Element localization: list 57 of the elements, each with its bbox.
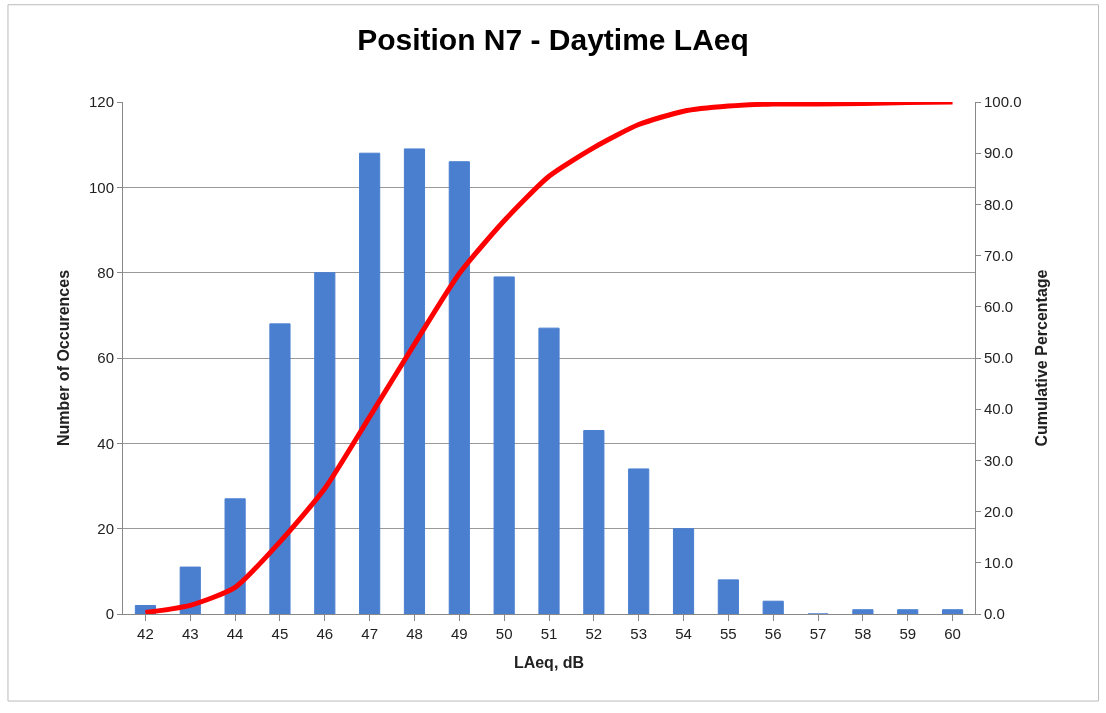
bar xyxy=(448,161,470,614)
bar xyxy=(897,609,919,614)
y-tick-label: 60 xyxy=(97,349,114,367)
y-axis-title: Number of Occurences xyxy=(54,269,72,447)
y2-tick-label: 50.0 xyxy=(984,349,1014,367)
x-tick-label: 54 xyxy=(675,625,692,642)
x-tick-label: 42 xyxy=(137,625,154,642)
x-tick-label: 52 xyxy=(585,625,603,642)
bar xyxy=(672,528,695,614)
x-tick-label: 58 xyxy=(854,625,872,642)
y2-tick-label: 90.0 xyxy=(984,144,1014,162)
y2-tick-label: 80.0 xyxy=(984,195,1014,213)
x-tick-label: 48 xyxy=(406,625,423,642)
bar xyxy=(852,609,874,614)
x-tick-label: 45 xyxy=(271,625,289,642)
bar xyxy=(314,272,336,614)
x-tick-label: 57 xyxy=(809,625,827,642)
y2-tick-label: 0.0 xyxy=(984,605,1005,623)
y2-tick-label: 30.0 xyxy=(984,451,1014,469)
y2-tick-label: 100.0 xyxy=(984,93,1022,111)
y2-tick-label: 40.0 xyxy=(984,400,1014,418)
x-tick-label: 53 xyxy=(630,625,648,642)
bar xyxy=(359,152,381,614)
bar xyxy=(628,468,650,614)
bar xyxy=(538,327,560,614)
y-tick-label: 0 xyxy=(105,605,114,623)
x-tick-label: 60 xyxy=(944,625,961,642)
y2-tick-label: 10.0 xyxy=(984,554,1014,572)
x-tick-label: 47 xyxy=(361,625,378,642)
x-tick-label: 44 xyxy=(226,625,244,642)
x-tick-label: 55 xyxy=(720,625,737,642)
y2-tick-label: 70.0 xyxy=(984,246,1014,264)
y-tick-label: 20 xyxy=(97,519,114,537)
x-tick-label: 56 xyxy=(764,625,782,642)
y-tick-label: 100 xyxy=(88,178,114,196)
bar xyxy=(941,609,964,614)
bar xyxy=(403,148,426,614)
y-tick-label: 40 xyxy=(97,434,114,452)
y2-tick-label: 20.0 xyxy=(984,502,1014,520)
y-tick-label: 80 xyxy=(97,263,114,281)
chart-title: Position N7 - Daytime LAeq xyxy=(357,22,749,56)
x-tick-label: 50 xyxy=(495,625,513,642)
bar xyxy=(717,579,739,614)
y2-tick-label: 60.0 xyxy=(984,298,1014,316)
y2-axis-title: Cumulative Percentage xyxy=(1033,269,1051,447)
bar xyxy=(493,276,515,614)
x-axis-title: LAeq, dB xyxy=(513,653,585,671)
bar xyxy=(583,430,605,614)
x-tick-label: 46 xyxy=(316,625,334,642)
bar xyxy=(224,498,246,614)
bar xyxy=(762,600,784,614)
x-tick-label: 49 xyxy=(450,625,468,642)
x-tick-label: 59 xyxy=(899,625,917,642)
x-tick-label: 43 xyxy=(181,625,199,642)
x-tick-label: 51 xyxy=(540,625,558,642)
bar xyxy=(269,323,291,614)
y-tick-label: 120 xyxy=(88,93,114,111)
